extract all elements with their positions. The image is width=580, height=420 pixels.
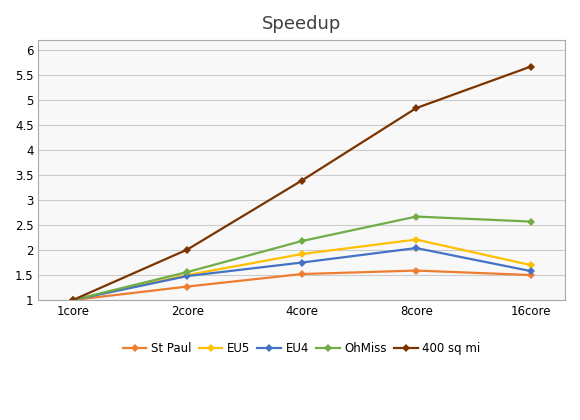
400 sq mi xyxy=(298,178,305,183)
Line: St Paul: St Paul xyxy=(70,268,534,303)
Title: Speedup: Speedup xyxy=(262,15,342,33)
EU4 xyxy=(413,246,420,251)
400 sq mi xyxy=(70,297,77,302)
St Paul xyxy=(184,284,191,289)
EU4 xyxy=(184,273,191,278)
OhMiss xyxy=(70,297,77,302)
St Paul xyxy=(298,272,305,277)
EU4 xyxy=(527,268,534,273)
OhMiss xyxy=(298,239,305,244)
St Paul xyxy=(527,273,534,278)
EU5 xyxy=(184,273,191,278)
St Paul xyxy=(413,268,420,273)
St Paul xyxy=(70,297,77,302)
400 sq mi xyxy=(184,247,191,252)
EU5 xyxy=(298,252,305,257)
OhMiss xyxy=(184,270,191,275)
Line: EU5: EU5 xyxy=(70,237,534,303)
Line: 400 sq mi: 400 sq mi xyxy=(70,64,534,303)
EU5 xyxy=(413,237,420,242)
OhMiss xyxy=(527,219,534,224)
400 sq mi xyxy=(527,64,534,69)
EU5 xyxy=(527,262,534,268)
Line: EU4: EU4 xyxy=(70,245,534,303)
OhMiss xyxy=(413,214,420,219)
400 sq mi xyxy=(413,105,420,110)
EU5 xyxy=(70,297,77,302)
Line: OhMiss: OhMiss xyxy=(70,214,534,303)
EU4 xyxy=(70,297,77,302)
Legend: St Paul, EU5, EU4, OhMiss, 400 sq mi: St Paul, EU5, EU4, OhMiss, 400 sq mi xyxy=(118,337,485,360)
EU4 xyxy=(298,260,305,265)
